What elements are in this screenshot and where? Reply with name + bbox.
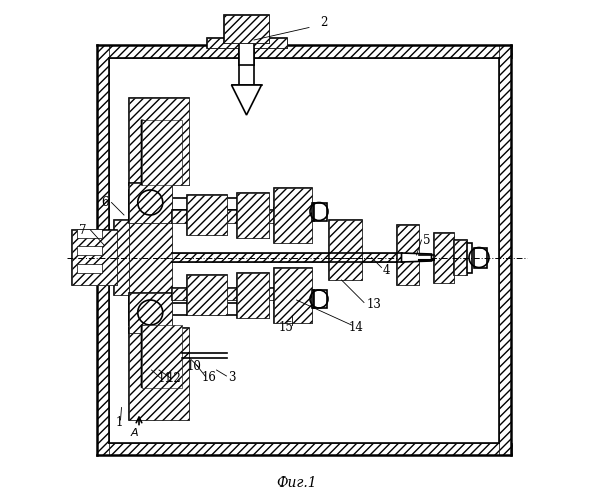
Bar [434,232,454,282]
Text: 4: 4 [382,264,390,276]
Bar [329,220,362,280]
Bar [311,290,314,308]
Bar [114,220,129,295]
Bar [474,248,486,268]
Bar [187,195,227,235]
Bar [454,240,467,275]
Bar [274,188,311,242]
Bar [274,268,311,322]
Bar [76,264,101,272]
Bar [206,38,286,48]
Bar [454,240,467,275]
Bar [314,290,327,308]
Bar [274,188,311,242]
Text: 14: 14 [349,321,364,334]
Bar [142,325,181,388]
Bar [187,275,227,315]
Bar [76,246,101,255]
Bar [224,15,269,42]
Bar [129,328,189,420]
Bar [206,38,286,48]
Bar [114,220,129,295]
Polygon shape [231,85,262,115]
Bar [237,272,269,318]
Bar [97,45,512,58]
Bar [129,182,171,222]
Bar [434,232,454,282]
Bar [109,58,499,442]
Bar [499,45,512,455]
Bar [129,98,189,185]
Text: 6: 6 [102,196,109,209]
Bar [72,230,116,285]
Polygon shape [401,253,432,262]
Bar [142,120,181,185]
Bar [171,210,282,222]
Text: 15: 15 [279,321,294,334]
Bar [129,190,171,325]
Bar [76,228,101,237]
Text: 10: 10 [187,360,202,372]
Bar [171,210,282,222]
Bar [397,225,419,285]
Text: 5: 5 [423,234,431,248]
Bar [129,328,189,420]
Bar [397,225,419,285]
Text: 12: 12 [167,372,181,386]
Bar [97,442,512,455]
Text: 2: 2 [320,16,328,29]
Bar [237,192,269,238]
Polygon shape [142,120,181,185]
Text: 13: 13 [366,298,381,312]
Bar [129,292,171,333]
Bar [171,253,401,262]
Bar [329,220,362,280]
Bar [171,288,282,300]
Bar [274,268,311,322]
Polygon shape [142,325,181,388]
Bar [72,230,116,285]
Bar [187,275,227,315]
Bar [314,202,327,220]
Text: 11: 11 [158,372,173,386]
Bar [129,190,171,325]
Bar [171,198,266,210]
Text: 1: 1 [115,416,123,429]
Bar [171,302,266,315]
Bar [467,242,471,272]
Text: 7: 7 [79,224,87,236]
Bar [129,292,171,333]
Bar [237,272,269,318]
Bar [97,45,109,455]
Text: A: A [130,428,138,438]
Text: Фиг.1: Фиг.1 [276,476,317,490]
Bar [224,15,269,42]
Bar [171,253,401,262]
Bar [237,192,269,238]
Bar [129,182,171,222]
Text: 3: 3 [228,371,235,384]
Bar [311,202,314,220]
Bar [187,195,227,235]
Bar [171,288,282,300]
Bar [129,98,189,185]
Text: 16: 16 [202,371,216,384]
Bar [239,35,254,65]
